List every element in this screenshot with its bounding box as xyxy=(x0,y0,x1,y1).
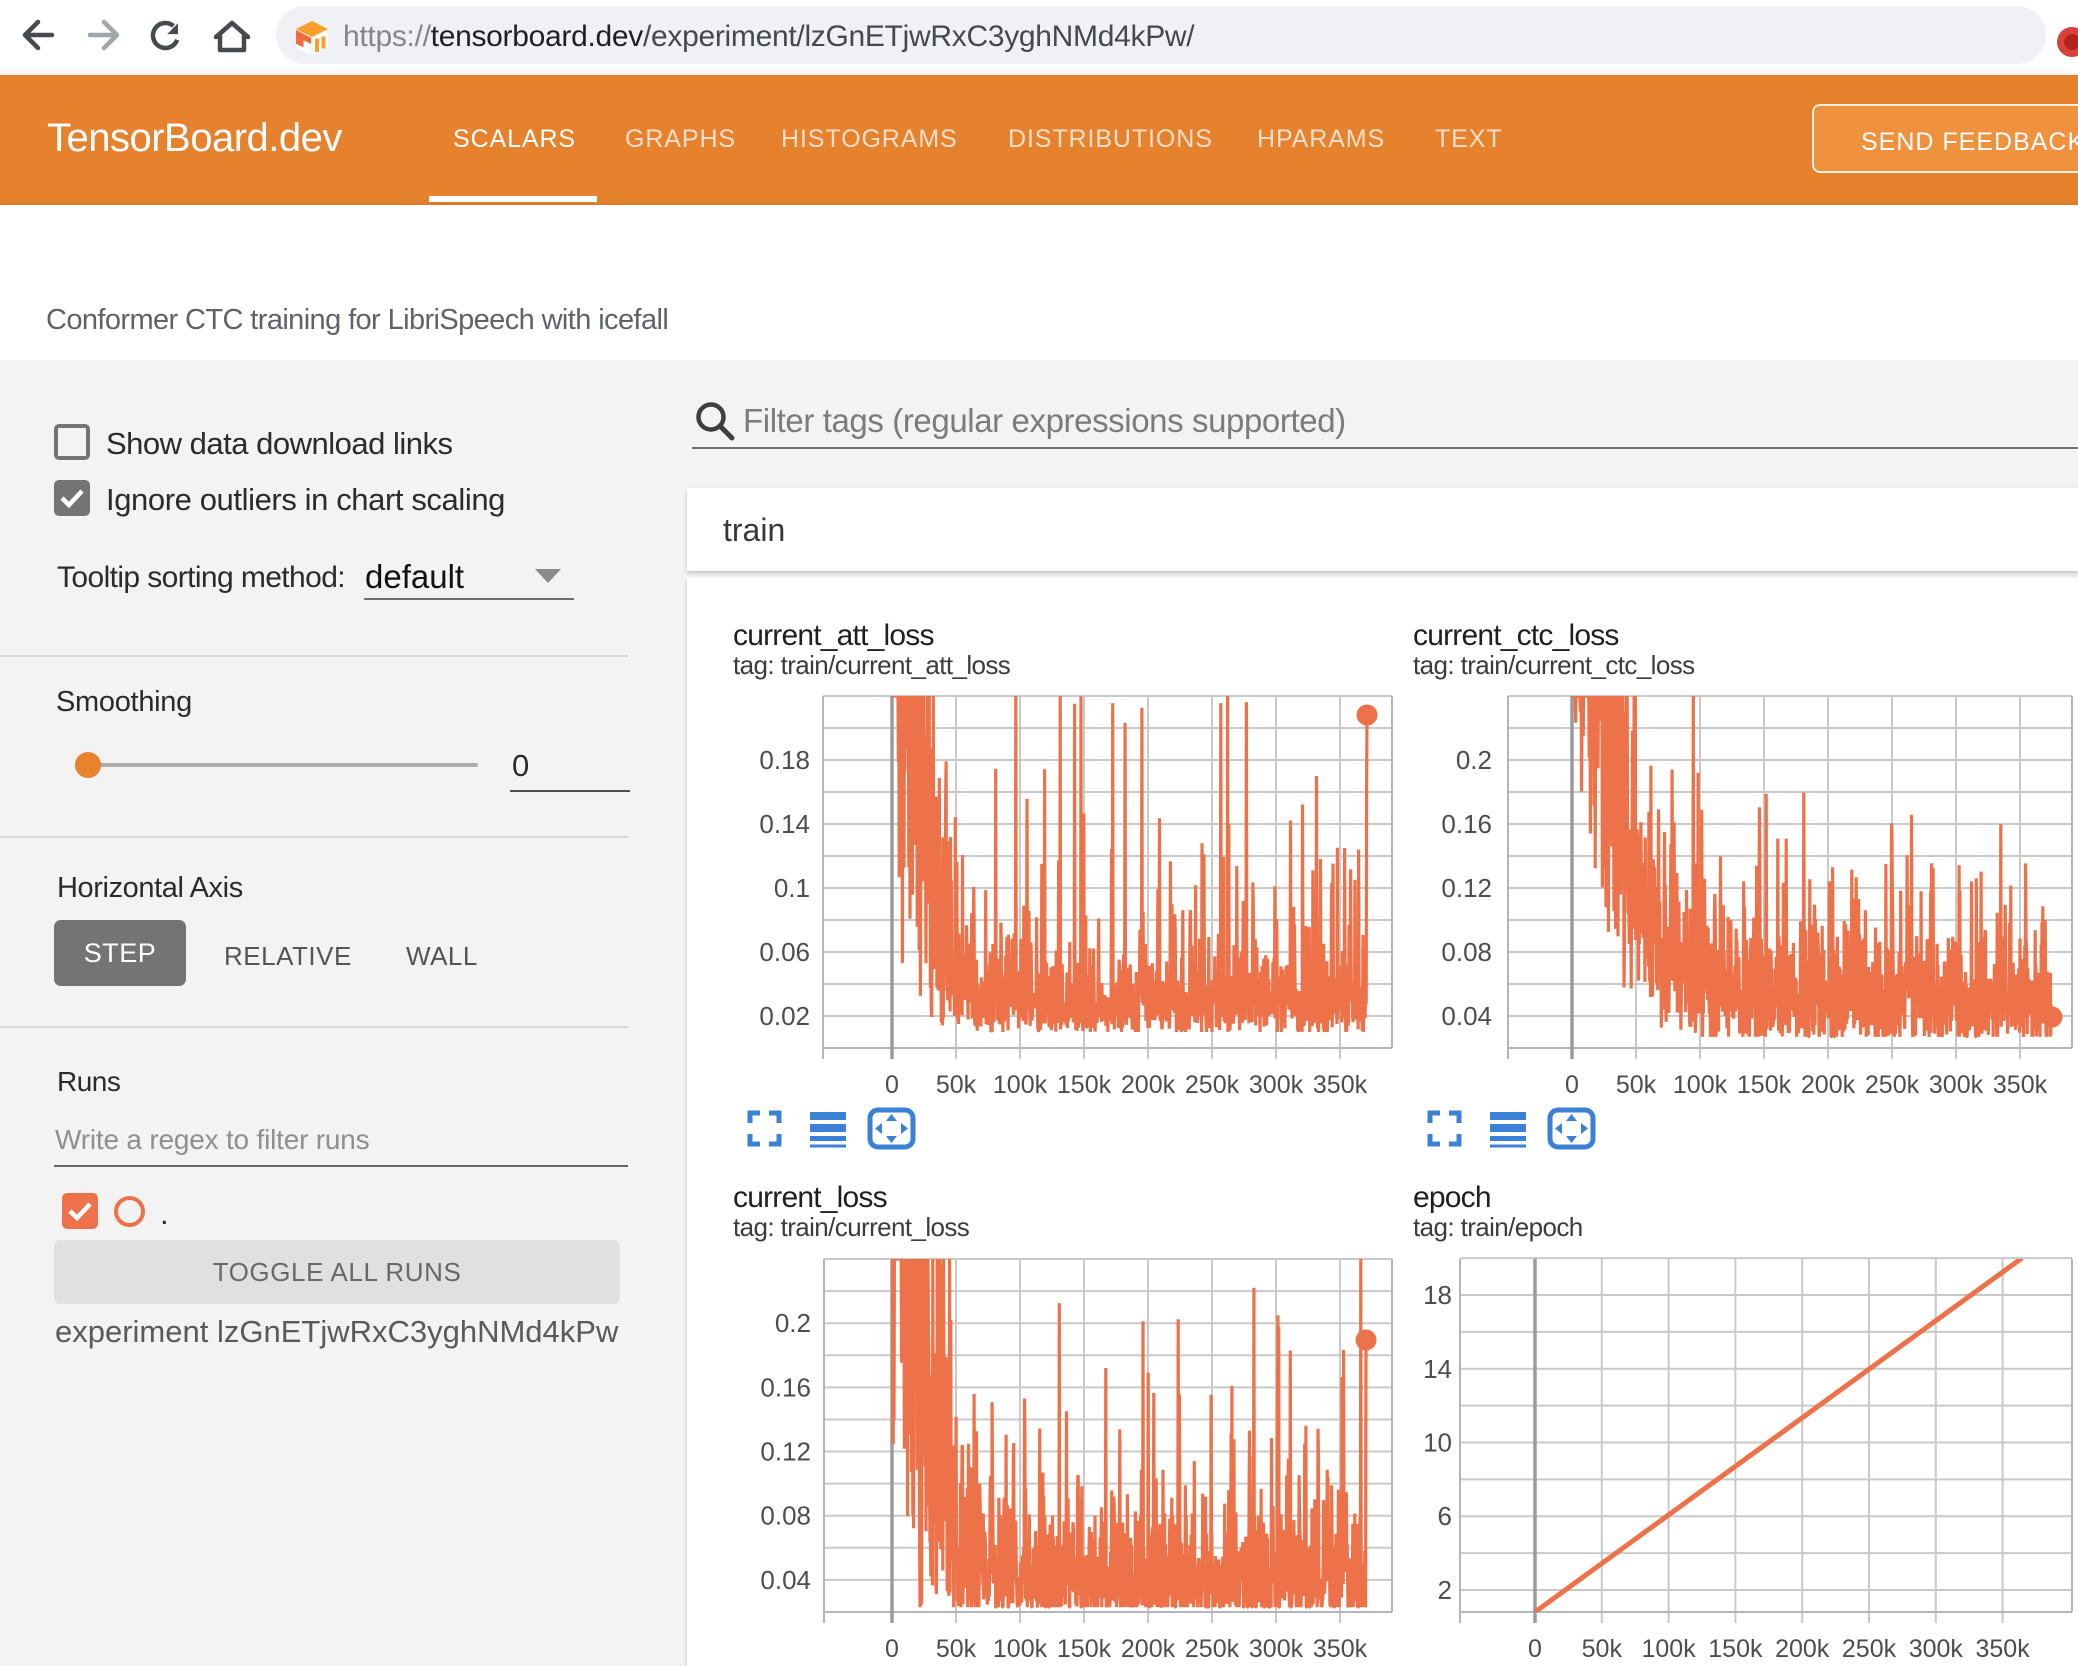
svg-text:150k: 150k xyxy=(1708,1635,1763,1663)
svg-text:50k: 50k xyxy=(936,1635,977,1663)
svg-text:current_att_loss: current_att_loss xyxy=(733,619,934,652)
svg-text:0: 0 xyxy=(1565,1071,1579,1099)
svg-text:200k: 200k xyxy=(1801,1071,1856,1099)
svg-text:14: 14 xyxy=(1423,1354,1452,1384)
svg-text:300k: 300k xyxy=(1929,1071,1984,1099)
svg-text:0.16: 0.16 xyxy=(1441,809,1492,839)
svg-text:0: 0 xyxy=(1528,1635,1542,1663)
svg-text:150k: 150k xyxy=(1737,1071,1792,1099)
svg-text:0.2: 0.2 xyxy=(1456,745,1492,775)
svg-text:current_ctc_loss: current_ctc_loss xyxy=(1413,619,1619,652)
svg-text:50k: 50k xyxy=(1582,1635,1623,1663)
svg-text:tag: train/epoch: tag: train/epoch xyxy=(1413,1212,1583,1242)
svg-text:0.2: 0.2 xyxy=(775,1308,811,1338)
svg-text:tag: train/current_loss: tag: train/current_loss xyxy=(733,1212,970,1242)
svg-text:100k: 100k xyxy=(993,1071,1048,1099)
svg-text:0.12: 0.12 xyxy=(760,1437,811,1467)
svg-text:300k: 300k xyxy=(1909,1635,1964,1663)
svg-text:0.04: 0.04 xyxy=(1441,1001,1492,1031)
svg-text:250k: 250k xyxy=(1842,1635,1897,1663)
svg-text:350k: 350k xyxy=(1975,1635,2030,1663)
svg-text:150k: 150k xyxy=(1057,1635,1112,1663)
svg-text:0.02: 0.02 xyxy=(759,1001,810,1031)
svg-text:50k: 50k xyxy=(936,1071,977,1099)
svg-text:0.1: 0.1 xyxy=(774,873,810,903)
svg-text:18: 18 xyxy=(1423,1280,1452,1310)
svg-text:tag: train/current_ctc_loss: tag: train/current_ctc_loss xyxy=(1413,650,1695,680)
svg-text:350k: 350k xyxy=(1313,1635,1368,1663)
svg-text:tag: train/current_att_loss: tag: train/current_att_loss xyxy=(733,650,1011,680)
svg-text:150k: 150k xyxy=(1057,1071,1112,1099)
svg-text:0.16: 0.16 xyxy=(760,1372,811,1402)
svg-text:300k: 300k xyxy=(1249,1071,1304,1099)
svg-text:0.14: 0.14 xyxy=(759,809,810,839)
svg-text:350k: 350k xyxy=(1313,1071,1368,1099)
svg-text:100k: 100k xyxy=(993,1635,1048,1663)
svg-text:50k: 50k xyxy=(1616,1071,1657,1099)
svg-text:0: 0 xyxy=(885,1071,899,1099)
svg-text:0.06: 0.06 xyxy=(759,937,810,967)
svg-text:0.12: 0.12 xyxy=(1441,873,1492,903)
svg-text:100k: 100k xyxy=(1641,1635,1696,1663)
svg-text:250k: 250k xyxy=(1865,1071,1920,1099)
svg-text:6: 6 xyxy=(1438,1501,1452,1531)
svg-text:250k: 250k xyxy=(1185,1071,1240,1099)
svg-text:350k: 350k xyxy=(1993,1071,2048,1099)
svg-text:0.18: 0.18 xyxy=(759,745,810,775)
svg-text:10: 10 xyxy=(1423,1428,1452,1458)
svg-text:200k: 200k xyxy=(1121,1635,1176,1663)
svg-text:100k: 100k xyxy=(1673,1071,1728,1099)
svg-text:epoch: epoch xyxy=(1413,1181,1491,1214)
svg-text:0: 0 xyxy=(885,1635,899,1663)
svg-text:200k: 200k xyxy=(1121,1071,1176,1099)
svg-text:0.08: 0.08 xyxy=(760,1501,811,1531)
svg-text:current_loss: current_loss xyxy=(733,1181,887,1214)
svg-text:300k: 300k xyxy=(1249,1635,1304,1663)
svg-text:2: 2 xyxy=(1438,1575,1452,1605)
svg-text:250k: 250k xyxy=(1185,1635,1240,1663)
svg-text:200k: 200k xyxy=(1775,1635,1830,1663)
svg-text:0.04: 0.04 xyxy=(760,1565,811,1595)
svg-text:0.08: 0.08 xyxy=(1441,937,1492,967)
